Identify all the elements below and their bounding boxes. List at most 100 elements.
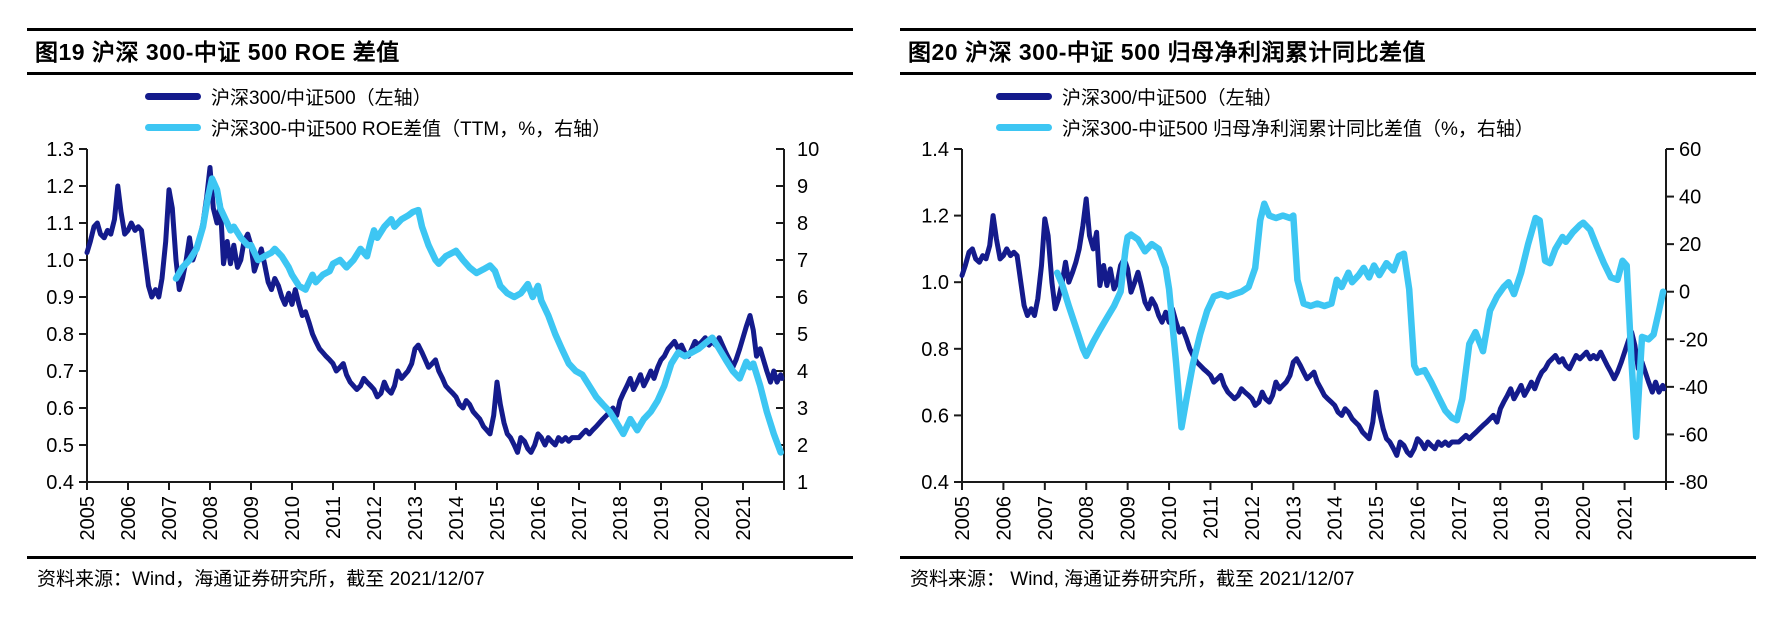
legend-row: 沪深300/中证500（左轴） xyxy=(996,83,1534,109)
divider-under-title xyxy=(900,72,1756,75)
right-axis-tick-label: 10 xyxy=(797,139,819,161)
legend-label: 沪深300-中证500 归母净利润累计同比差值（%，右轴） xyxy=(1062,118,1534,140)
series-line-diff xyxy=(1053,200,1667,441)
right-axis-tick-label: 7 xyxy=(797,250,808,272)
legend-row: 沪深300/中证500（左轴） xyxy=(145,83,611,109)
source-note: 资料来源：Wind，海通证券研究所，截至 2021/12/07 xyxy=(37,569,485,590)
x-axis-tick-label: 2006 xyxy=(118,496,140,541)
x-axis-tick-label: 2008 xyxy=(200,496,222,541)
right-axis-tick-label: 9 xyxy=(797,176,808,198)
right-axis-tick-label: -40 xyxy=(1679,377,1708,399)
left-axis-tick-label: 0.6 xyxy=(46,398,74,420)
x-axis-tick-label: 2018 xyxy=(1490,496,1512,541)
left-axis-tick-label: 0.7 xyxy=(46,361,74,383)
x-axis-tick-label: 2021 xyxy=(733,496,755,541)
x-axis-tick-label: 2008 xyxy=(1076,496,1098,541)
divider-top xyxy=(900,28,1756,31)
legend-swatch-profit-diff xyxy=(996,123,1052,131)
x-axis-tick-label: 2007 xyxy=(1035,496,1057,541)
series-line-ratio xyxy=(84,165,785,455)
x-axis-tick-label: 2012 xyxy=(364,496,386,541)
right-axis-tick-label: -80 xyxy=(1679,472,1708,494)
divider-top xyxy=(27,28,853,31)
x-axis-tick-label: 2016 xyxy=(528,496,550,541)
x-axis-tick-label: 2021 xyxy=(1615,496,1637,541)
right-axis-tick-label: 8 xyxy=(797,213,808,235)
right-axis-tick-label: 1 xyxy=(797,472,808,494)
chart-canvas-profit-diff: 1.4 1.2 1.0 0.8 0.6 0.4 60 40 20 0 -20 -40 -60 -80 200… xyxy=(921,139,1708,541)
right-axis-tick-label: 2 xyxy=(797,435,808,457)
left-axis-tick-label: 0.4 xyxy=(46,472,74,494)
x-axis-tick-label: 2012 xyxy=(1242,496,1264,541)
left-axis-tick-label: 1.2 xyxy=(46,176,74,198)
divider-bottom xyxy=(900,556,1756,559)
legend-row: 沪深300-中证500 ROE差值（TTM，%，右轴） xyxy=(145,114,611,140)
x-axis-tick-label: 2013 xyxy=(405,496,427,541)
legend-swatch-roe-diff xyxy=(145,123,201,131)
chart-legend: 沪深300/中证500（左轴） 沪深300-中证500 ROE差值（TTM，%，… xyxy=(145,83,611,140)
left-axis-tick-label: 0.4 xyxy=(921,472,949,494)
left-axis-tick-label: 1.3 xyxy=(46,139,74,161)
x-axis-tick-label: 2020 xyxy=(1573,496,1595,541)
right-axis-tick-label: 3 xyxy=(797,398,808,420)
left-axis-tick-label: 1.0 xyxy=(921,272,949,294)
x-axis-tick-label: 2014 xyxy=(1325,496,1347,541)
series-line-ratio xyxy=(959,196,1667,458)
x-axis-tick-label: 2009 xyxy=(1118,496,1140,541)
x-axis-tick-label: 2017 xyxy=(1449,496,1471,541)
x-axis-tick-label: 2009 xyxy=(241,496,263,541)
legend-label: 沪深300/中证500（左轴） xyxy=(1062,87,1283,109)
x-axis-tick-label: 2014 xyxy=(446,496,468,541)
left-axis-tick-label: 0.9 xyxy=(46,287,74,309)
chart-canvas-roe-diff: 1.3 1.2 1.1 1.0 0.9 0.8 0.7 0.6 0.5 0.4 10 9 8 7 6 5 4 3 2… xyxy=(46,139,819,541)
legend-label: 沪深300-中证500 ROE差值（TTM，%，右轴） xyxy=(211,118,612,140)
figure-title: 图20 沪深 300-中证 500 归母净利润累计同比差值 xyxy=(908,39,1427,65)
chart-legend: 沪深300/中证500（左轴） 沪深300-中证500 归母净利润累计同比差值（… xyxy=(996,83,1534,140)
left-axis-tick-label: 1.1 xyxy=(46,213,74,235)
x-axis-tick-label: 2006 xyxy=(993,496,1015,541)
x-axis-tick-label: 2020 xyxy=(692,496,714,541)
legend-label: 沪深300/中证500（左轴） xyxy=(211,87,432,109)
series-line-diff xyxy=(172,175,784,456)
x-axis-tick-label: 2007 xyxy=(159,496,181,541)
right-axis-tick-label: 6 xyxy=(797,287,808,309)
right-axis-tick-label: 0 xyxy=(1679,282,1690,304)
right-axis-tick-label: 20 xyxy=(1679,234,1701,256)
x-axis-tick-label: 2011 xyxy=(323,496,345,539)
source-note: 资料来源： Wind, 海通证券研究所，截至 2021/12/07 xyxy=(910,569,1355,590)
divider-bottom xyxy=(27,556,853,559)
legend-swatch-ratio xyxy=(145,92,201,100)
right-axis-tick-label: 40 xyxy=(1679,187,1701,209)
x-axis-tick-label: 2015 xyxy=(487,496,509,541)
left-axis-tick-label: 0.8 xyxy=(46,324,74,346)
left-axis-tick-label: 0.8 xyxy=(921,339,949,361)
x-axis-tick-label: 2019 xyxy=(651,496,673,541)
left-axis-tick-label: 0.6 xyxy=(921,405,949,427)
left-axis-tick-label: 1.0 xyxy=(46,250,74,272)
x-axis-tick-label: 2019 xyxy=(1532,496,1554,541)
x-axis-tick-label: 2013 xyxy=(1283,496,1305,541)
left-axis-tick-label: 1.4 xyxy=(921,139,949,161)
right-axis-tick-label: 4 xyxy=(797,361,808,383)
right-axis-tick-label: 5 xyxy=(797,324,808,346)
x-axis-tick-label: 2017 xyxy=(569,496,591,541)
x-axis-tick-label: 2010 xyxy=(282,496,304,541)
right-axis-tick-label: -60 xyxy=(1679,424,1708,446)
figure-panel-20: 图20 沪深 300-中证 500 归母净利润累计同比差值 沪深300/中证50… xyxy=(900,28,1756,594)
left-axis-tick-label: 0.5 xyxy=(46,435,74,457)
right-axis-tick-label: -20 xyxy=(1679,329,1708,351)
x-axis-tick-label: 2018 xyxy=(610,496,632,541)
x-axis-tick-label: 2016 xyxy=(1408,496,1430,541)
x-axis-tick-label: 2011 xyxy=(1200,496,1222,539)
left-axis-tick-label: 1.2 xyxy=(921,206,949,228)
x-axis-tick-label: 2015 xyxy=(1366,496,1388,540)
legend-swatch-ratio xyxy=(996,92,1052,100)
x-axis-tick-label: 2005 xyxy=(952,496,974,541)
legend-row: 沪深300-中证500 归母净利润累计同比差值（%，右轴） xyxy=(996,114,1534,140)
right-axis-tick-label: 60 xyxy=(1679,139,1701,161)
figure-panel-19: 图19 沪深 300-中证 500 ROE 差值 沪深300/中证500（左轴）… xyxy=(27,28,853,594)
x-axis-tick-label: 2010 xyxy=(1159,496,1181,541)
divider-under-title xyxy=(27,72,853,75)
x-axis-tick-label: 2005 xyxy=(77,496,99,541)
